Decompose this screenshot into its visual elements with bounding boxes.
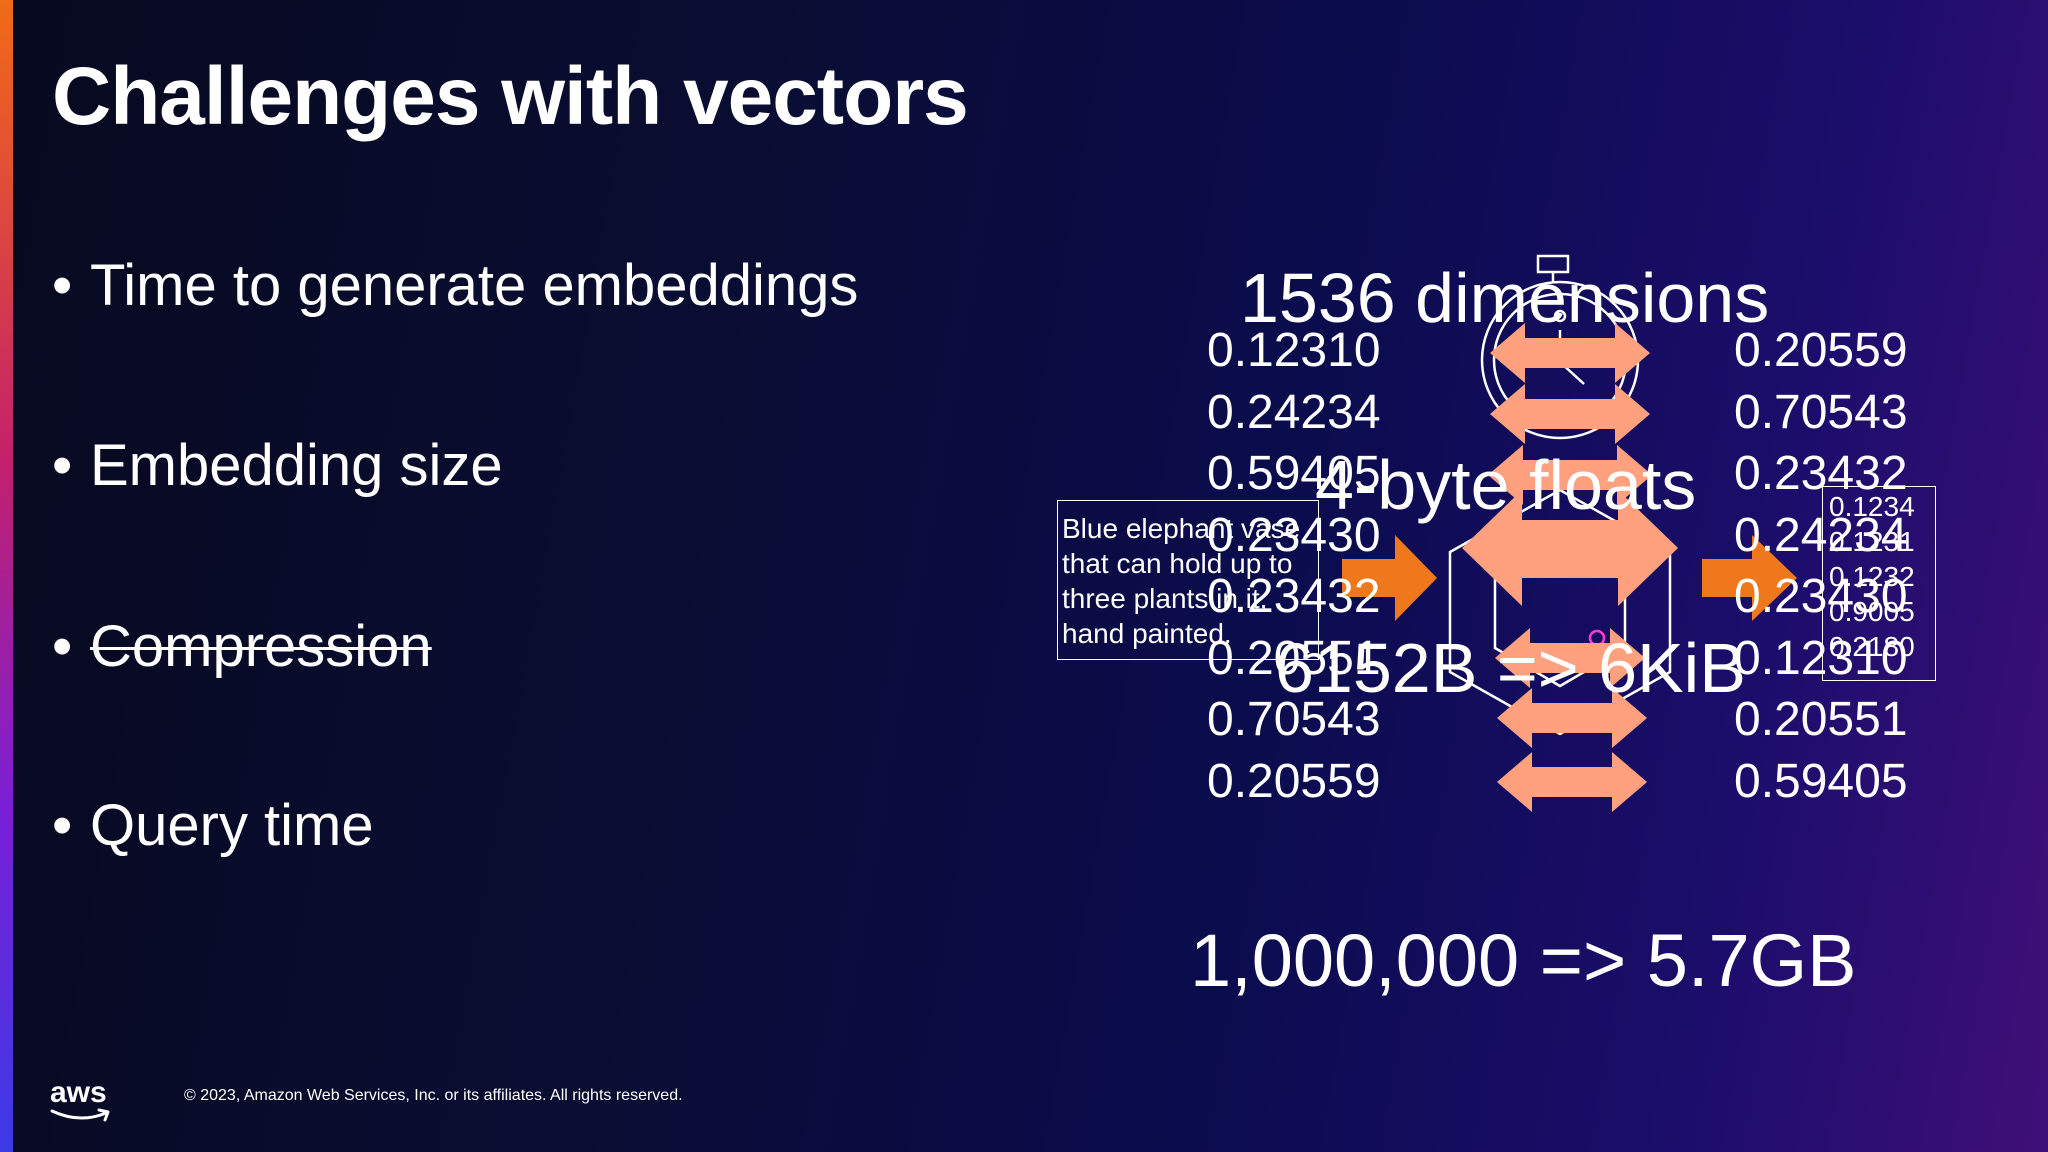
dimensions-label: 1536 dimensions <box>1240 259 1770 337</box>
bullet-dot: • <box>52 793 73 858</box>
compressed-value: 0.9005 <box>1829 596 1915 627</box>
aws-smile-icon <box>50 1108 110 1122</box>
vector-value: 0.70543 <box>1734 385 1908 439</box>
vector-value: 0.23432 <box>1207 570 1381 623</box>
bullet-label: Compression <box>90 614 432 679</box>
accent-bar <box>0 0 13 1152</box>
floats-label: 4-byte floats <box>1315 446 1697 524</box>
vector-value: 0.70543 <box>1207 693 1381 746</box>
arrow-right-icon <box>1342 535 1797 621</box>
vector-value: 0.20551 <box>1207 631 1381 685</box>
aws-logo: aws <box>50 1078 112 1129</box>
vector-value: 0.59405 <box>1207 447 1381 500</box>
bullet-dot: • <box>52 614 73 679</box>
vector-value: 0.20551 <box>1734 693 1908 746</box>
compressed-value: 0.1234 <box>1829 491 1915 522</box>
input-text-box: Blue elephant vase that can hold up to t… <box>1057 500 1319 660</box>
aws-logo-text: aws <box>50 1076 107 1109</box>
vector-value: 0.23432 <box>1734 447 1908 500</box>
copyright-text: © 2023, Amazon Web Services, Inc. or its… <box>184 1087 683 1104</box>
vector-value: 0.59405 <box>1734 754 1908 808</box>
slide-title: Challenges with vectors <box>52 51 969 142</box>
total-size-label: 1,000,000 => 5.7GB <box>1190 919 1857 1002</box>
vector-value: 0.20559 <box>1734 324 1908 377</box>
bytes-label: 6152B => 6KiB <box>1275 629 1746 707</box>
compressed-value: 0.1231 <box>1829 526 1915 557</box>
bullet-embedding-size: • Embedding size <box>52 432 503 499</box>
bullet-query-time: • Query time <box>52 792 374 859</box>
bullet-dot: • <box>52 433 73 498</box>
bullet-label: Embedding size <box>90 433 503 498</box>
vector-value: 0.20559 <box>1207 754 1381 808</box>
compressed-vector-box: 0.1234 0.1231 0.1232 0.9005 0.2180 <box>1822 486 1936 681</box>
vector-value: 0.24234 <box>1734 508 1908 562</box>
double-arrow-icon <box>1462 323 1678 812</box>
vector-value: 0.12310 <box>1207 324 1381 377</box>
vector-values-right: 0.20559 0.70543 0.23432 0.24234 0.23430 … <box>1734 320 1908 812</box>
input-text: Blue elephant vase that can hold up to t… <box>1062 513 1308 649</box>
vector-value: 0.23430 <box>1207 508 1381 562</box>
bullet-dot: • <box>52 253 73 318</box>
bullet-label: Query time <box>90 793 374 858</box>
vector-values-left: 0.12310 0.24234 0.59405 0.23430 0.23432 … <box>1207 320 1381 812</box>
bullet-time-to-generate: • Time to generate embeddings <box>52 252 858 319</box>
compressed-value: 0.1232 <box>1829 561 1915 592</box>
bullet-compression: • Compression <box>52 613 432 680</box>
bullet-label: Time to generate embeddings <box>90 253 859 318</box>
vector-value: 0.24234 <box>1207 385 1381 439</box>
vector-value: 0.12310 <box>1734 631 1908 685</box>
vector-value: 0.23430 <box>1734 570 1908 623</box>
compressed-value: 0.2180 <box>1829 631 1915 662</box>
